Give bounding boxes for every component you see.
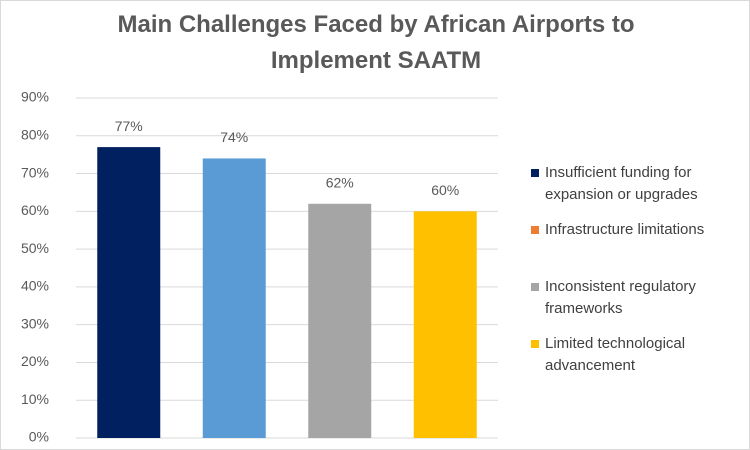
legend-item: Inconsistent regulatory frameworks [531,276,749,320]
legend-item: Infrastructure limitations [531,219,749,241]
y-tick-label: 80% [21,126,49,142]
legend-label: Inconsistent regulatory frameworks [545,278,696,317]
legend-label: Insufficient funding for expansion or up… [545,164,698,203]
data-label: 77% [115,118,143,134]
y-tick-label: 40% [21,278,49,294]
chart-title: Main Challenges Faced by African Airport… [117,11,635,74]
y-tick-label: 10% [21,391,49,407]
bar [97,147,161,438]
legend-swatch [531,340,539,348]
legend-item: Limited technological advancement [531,333,749,377]
legend-label: Limited technological advancement [545,335,686,374]
y-tick-label: 60% [21,202,49,218]
y-tick-label: 70% [21,164,49,180]
legend-swatch [531,283,539,291]
legend-item: Insufficient funding for expansion or up… [531,162,749,206]
data-label: 62% [326,174,354,190]
data-label: 74% [220,129,248,145]
y-tick-label: 50% [21,240,49,256]
bar [308,203,372,438]
bar [413,211,477,438]
legend-label: Infrastructure limitations [545,221,705,238]
legend-swatch [531,169,539,177]
y-tick-label: 90% [21,89,49,105]
y-tick-label: 20% [21,353,49,369]
legend-swatch [531,226,539,234]
bar [202,158,266,438]
data-label: 60% [431,182,459,198]
y-tick-label: 0% [29,429,49,445]
y-tick-label: 30% [21,315,49,331]
